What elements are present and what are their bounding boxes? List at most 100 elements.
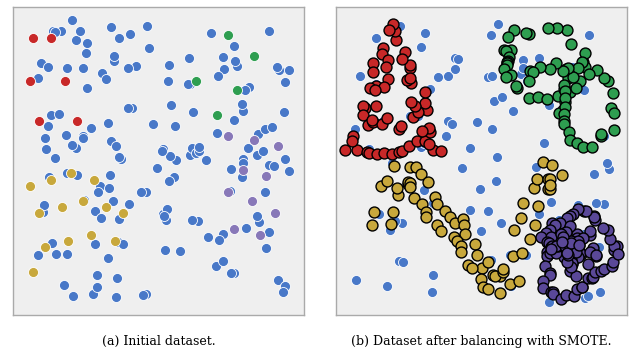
Point: [518, 57, 528, 63]
Point: [122, 105, 132, 111]
Point: [568, 74, 579, 80]
Point: [503, 58, 513, 64]
Point: [502, 62, 512, 68]
Point: [589, 213, 599, 219]
Point: [443, 118, 453, 123]
Point: [520, 252, 531, 258]
Point: [613, 251, 623, 256]
Point: [532, 177, 542, 182]
Point: [77, 198, 88, 204]
Point: [25, 78, 35, 84]
Point: [367, 119, 378, 125]
Point: [465, 207, 475, 213]
Point: [598, 133, 609, 139]
Point: [556, 231, 566, 237]
Point: [166, 102, 176, 108]
Point: [554, 110, 564, 116]
Point: [543, 176, 554, 182]
Point: [351, 147, 362, 153]
Point: [183, 81, 193, 87]
Point: [111, 294, 121, 300]
Point: [404, 62, 415, 68]
Point: [558, 68, 568, 73]
Point: [264, 229, 274, 235]
Point: [499, 266, 509, 272]
Point: [509, 27, 519, 33]
Point: [516, 71, 527, 77]
Point: [57, 204, 67, 210]
Point: [524, 78, 534, 84]
Point: [533, 94, 543, 100]
Point: [232, 88, 242, 93]
Point: [575, 79, 585, 84]
Point: [580, 295, 590, 301]
Point: [577, 59, 588, 65]
Point: [604, 78, 614, 84]
Point: [553, 93, 563, 99]
Point: [578, 59, 588, 65]
Point: [238, 108, 248, 113]
Point: [531, 164, 541, 170]
Point: [370, 88, 380, 93]
Point: [567, 64, 577, 70]
Point: [412, 138, 422, 144]
Point: [506, 72, 516, 78]
Point: [268, 124, 278, 130]
Point: [365, 85, 376, 90]
Point: [572, 286, 582, 292]
Point: [559, 82, 570, 88]
Point: [395, 23, 405, 29]
Point: [347, 138, 357, 143]
Point: [40, 244, 50, 250]
Point: [383, 57, 394, 63]
Point: [243, 145, 253, 151]
Point: [428, 200, 438, 206]
Point: [115, 35, 125, 41]
Point: [125, 31, 135, 37]
Point: [61, 170, 72, 176]
Point: [28, 35, 38, 41]
Point: [171, 157, 181, 163]
Point: [572, 239, 582, 245]
Point: [280, 283, 291, 289]
Point: [493, 21, 504, 27]
Point: [579, 50, 589, 56]
Point: [404, 184, 415, 190]
Point: [387, 151, 397, 157]
Point: [569, 293, 579, 299]
Point: [67, 17, 77, 23]
Point: [144, 45, 154, 51]
Point: [355, 73, 365, 79]
Point: [486, 73, 497, 79]
Point: [382, 178, 392, 184]
Point: [232, 63, 243, 68]
Point: [157, 211, 168, 217]
Point: [278, 109, 289, 115]
Point: [522, 78, 532, 84]
Point: [483, 259, 493, 265]
Point: [88, 291, 98, 297]
Point: [250, 137, 260, 143]
Point: [393, 192, 403, 198]
Point: [596, 133, 606, 139]
Point: [111, 143, 121, 149]
Point: [394, 149, 404, 155]
Point: [565, 268, 575, 274]
Point: [50, 155, 60, 160]
Point: [195, 148, 205, 154]
Point: [524, 31, 534, 37]
Point: [457, 165, 467, 171]
Point: [90, 241, 100, 247]
Point: [79, 197, 89, 202]
Point: [82, 40, 92, 46]
Point: [85, 126, 95, 131]
Point: [39, 202, 49, 208]
Point: [588, 144, 598, 150]
Point: [428, 272, 438, 278]
Point: [238, 156, 248, 162]
Point: [563, 65, 573, 71]
Point: [244, 84, 255, 90]
Point: [424, 140, 435, 146]
Point: [559, 86, 569, 92]
Point: [593, 245, 604, 251]
